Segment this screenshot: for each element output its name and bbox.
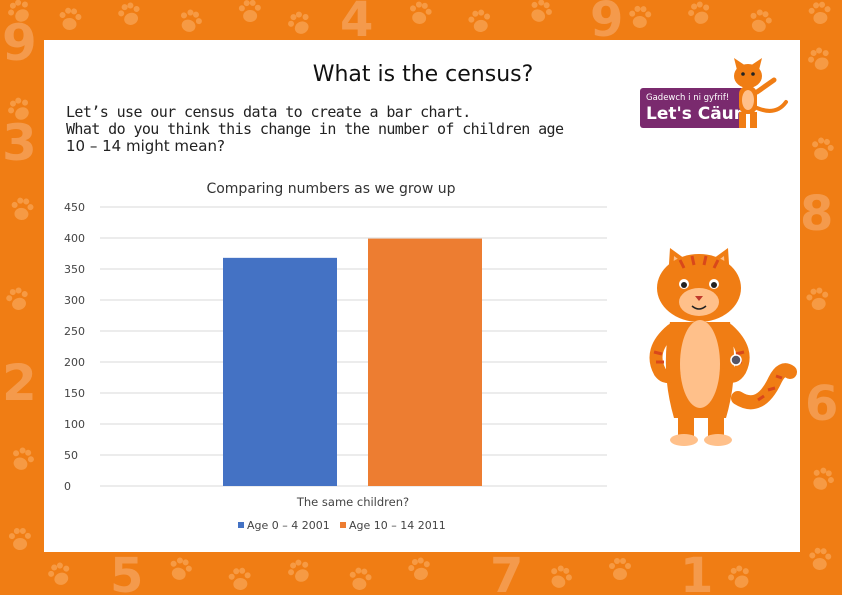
- svg-text:7: 7: [490, 548, 523, 595]
- y-tick-label: 150: [64, 387, 85, 400]
- y-tick-label: 250: [64, 325, 85, 338]
- y-tick-label: 0: [64, 480, 71, 493]
- badge-english-text: Let's Cäunt!: [646, 104, 762, 124]
- y-tick-label: 100: [64, 418, 85, 431]
- x-category-label: The same children?: [296, 495, 409, 509]
- svg-text:2: 2: [2, 354, 37, 412]
- svg-text:5: 5: [110, 548, 143, 595]
- bar-age-10-14-2011: [368, 238, 482, 486]
- intro-line-2: What do you think this change in the num…: [66, 120, 564, 138]
- y-tick-label: 50: [64, 449, 78, 462]
- y-tick-label: 400: [64, 232, 85, 245]
- intro-line-3: 10 – 14 might mean?: [66, 137, 225, 155]
- y-tick-label: 200: [64, 356, 85, 369]
- y-tick-label: 300: [64, 294, 85, 307]
- y-tick-label: 450: [64, 201, 85, 214]
- svg-text:3: 3: [2, 114, 37, 172]
- legend-label: Age 0 – 4 2001: [247, 519, 330, 532]
- svg-text:9: 9: [2, 14, 37, 72]
- svg-text:1: 1: [680, 548, 713, 595]
- slide-title: What is the census?: [312, 62, 534, 87]
- badge-welsh-text: Gadewch i ni gyfrif!: [646, 93, 730, 103]
- svg-text:8: 8: [800, 186, 833, 242]
- chart-title: Comparing numbers as we grow up: [206, 181, 455, 197]
- y-tick-label: 350: [64, 263, 85, 276]
- legend-label: Age 10 – 14 2011: [349, 519, 446, 532]
- legend-swatch: [340, 522, 346, 528]
- bar-age-0-4-2001: [223, 257, 337, 486]
- svg-text:6: 6: [805, 376, 838, 432]
- small-cat-mascot-icon: [734, 58, 788, 128]
- lets-count-badge: Gadewch i ni gyfrif! Let's Cäunt!: [640, 88, 762, 128]
- intro-line-1: Let’s use our census data to create a ba…: [66, 103, 471, 121]
- legend-swatch: [238, 522, 244, 528]
- intro-text: Let’s use our census data to create a ba…: [66, 104, 606, 155]
- cat-mascot-icon: [649, 248, 797, 446]
